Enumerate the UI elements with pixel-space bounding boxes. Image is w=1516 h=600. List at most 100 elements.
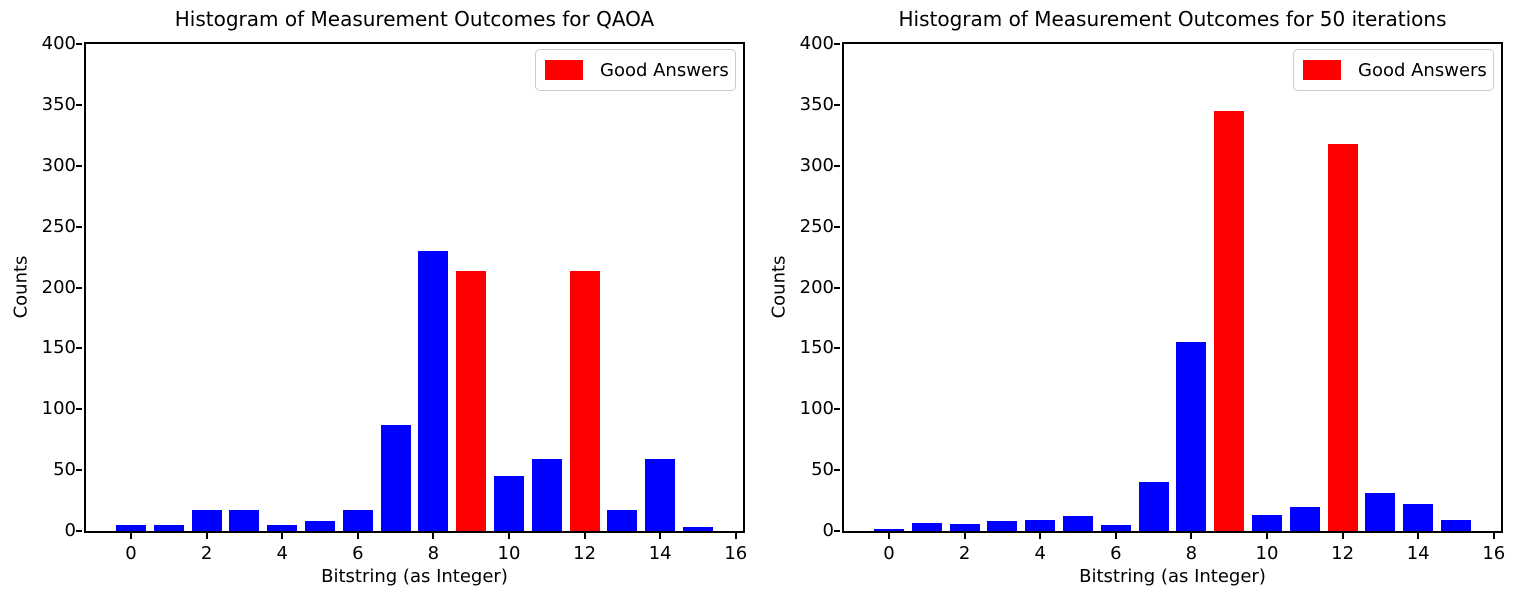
histogram-bar-x3	[987, 521, 1018, 531]
y-tick-label: 0	[822, 520, 834, 541]
y-tick-label: 100	[41, 398, 76, 420]
histogram-bar-x15	[682, 527, 714, 531]
x-tick-label: 6	[1110, 543, 1122, 564]
histogram-bar-x11	[531, 459, 562, 531]
histogram-bar-x14	[645, 459, 676, 531]
x-tick-mark	[432, 533, 435, 539]
x-tick-mark	[1341, 533, 1344, 539]
x-tick-mark	[1190, 533, 1193, 539]
x-tick-label: 12	[1331, 543, 1355, 564]
histogram-bar-x8	[1176, 342, 1207, 531]
x-tick-label: 2	[958, 543, 971, 564]
histogram-bar-x1	[911, 522, 942, 531]
y-tick-label: 200	[41, 276, 76, 298]
x-tick-label: 2	[200, 543, 213, 564]
y-tick-label: 50	[811, 459, 834, 481]
histogram-bar-x7	[380, 425, 411, 531]
y-tick-label: 150	[799, 337, 834, 359]
x-tick-mark	[281, 533, 284, 539]
histogram-bar-x1	[153, 524, 184, 531]
y-tick-label: 400	[799, 33, 834, 54]
y-tick-mark	[834, 103, 840, 106]
legend-label: Good Answers	[1358, 59, 1487, 81]
plot-area	[84, 42, 745, 533]
y-tick-mark	[834, 286, 840, 289]
y-tick-label: 300	[41, 154, 76, 176]
x-axis-label: Bitstring (as Integer)	[321, 566, 508, 587]
x-tick-label: 10	[497, 543, 521, 564]
x-tick-mark	[508, 533, 510, 539]
x-tick-label: 16	[724, 543, 748, 564]
y-tick-mark	[834, 164, 840, 167]
x-tick-label: 0	[125, 543, 137, 564]
x-axis-label: Bitstring (as Integer)	[1079, 566, 1266, 587]
qaoa-histogram-chart: Histogram of Measurement Outcomes for QA…	[11, 7, 748, 587]
histogram-bar-x3	[229, 510, 260, 531]
x-tick-mark	[205, 533, 208, 539]
histogram-bar-good-x12	[1327, 143, 1358, 531]
y-tick-mark	[834, 347, 840, 350]
x-tick-label: 4	[1034, 543, 1046, 564]
y-tick-label: 350	[41, 93, 76, 115]
y-tick-label: 0	[64, 520, 76, 541]
histogram-bar-x4	[1025, 520, 1056, 531]
x-tick-label: 16	[1482, 543, 1506, 564]
y-tick-label: 100	[799, 398, 834, 420]
y-tick-mark	[76, 469, 82, 472]
x-tick-mark	[734, 533, 737, 539]
x-tick-mark	[130, 533, 132, 539]
x-tick-label: 10	[1255, 543, 1279, 564]
histogram-bar-x5	[1062, 516, 1094, 531]
x-tick-label: 8	[427, 543, 440, 564]
fifty-iterations-histogram-chart: Histogram of Measurement Outcomes for 50…	[758, 0, 1516, 600]
histogram-bar-x6	[1100, 524, 1131, 531]
histogram-bar-x11	[1289, 506, 1320, 531]
histogram-bar-x0	[115, 524, 147, 531]
x-tick-label: 4	[276, 543, 288, 564]
histogram-bar-x13	[1365, 493, 1396, 531]
x-tick-mark	[583, 533, 586, 539]
histogram-bar-x2	[949, 523, 980, 531]
y-tick-mark	[834, 469, 840, 472]
y-tick-mark	[76, 164, 82, 167]
y-tick-mark	[76, 225, 82, 228]
y-tick-mark	[76, 347, 82, 350]
histogram-bar-good-x9	[456, 270, 487, 531]
histogram-bar-x0	[873, 528, 905, 531]
chart-title: Histogram of Measurement Outcomes for 50…	[898, 7, 1447, 31]
x-tick-label: 12	[573, 543, 597, 564]
histogram-bar-x13	[607, 510, 638, 531]
histogram-bar-x6	[342, 510, 373, 531]
chart-title: Histogram of Measurement Outcomes for QA…	[174, 7, 655, 31]
plot-area	[842, 42, 1503, 533]
histogram-bar-x4	[267, 524, 298, 531]
x-tick-label: 14	[1406, 543, 1430, 564]
histogram-bar-x2	[191, 510, 222, 531]
x-tick-label: 0	[883, 543, 895, 564]
legend-swatch-icon	[1303, 60, 1341, 80]
legend: Good Answers	[1293, 49, 1494, 91]
x-tick-label: 6	[352, 543, 364, 564]
legend-label: Good Answers	[600, 59, 729, 81]
legend-swatch-icon	[545, 60, 583, 80]
histogram-bar-x15	[1440, 520, 1472, 531]
x-tick-mark	[1114, 533, 1117, 539]
y-tick-label: 350	[799, 93, 834, 115]
y-tick-label: 400	[41, 33, 76, 54]
y-tick-label: 200	[799, 276, 834, 298]
y-tick-mark	[834, 225, 840, 228]
histogram-bar-x10	[1251, 515, 1283, 531]
x-tick-mark	[1266, 533, 1268, 539]
y-tick-mark	[76, 43, 82, 45]
y-tick-mark	[76, 408, 82, 411]
legend: Good Answers	[535, 49, 736, 91]
y-tick-label: 300	[799, 154, 834, 176]
x-tick-mark	[1417, 533, 1420, 539]
y-tick-mark	[76, 530, 82, 532]
x-tick-mark	[963, 533, 966, 539]
x-tick-mark	[659, 533, 662, 539]
y-tick-mark	[76, 103, 82, 106]
x-tick-label: 14	[648, 543, 672, 564]
x-tick-mark	[888, 533, 890, 539]
